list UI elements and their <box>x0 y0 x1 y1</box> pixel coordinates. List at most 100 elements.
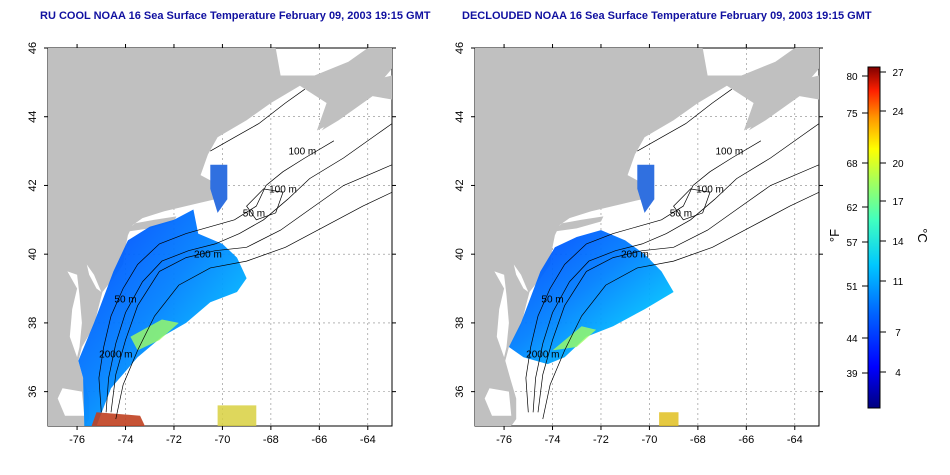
fahrenheit-tick-label: 68 <box>846 159 858 170</box>
depth-contour <box>98 140 335 413</box>
delaware-bay <box>86 264 102 292</box>
lat-tick-label: 42 <box>27 179 39 191</box>
celsius-tick-label: 11 <box>893 277 904 288</box>
long-island-land <box>552 216 604 232</box>
lon-tick-label: -66 <box>311 434 327 446</box>
lat-tick-label: 40 <box>454 248 466 260</box>
lat-tick-label: 46 <box>454 42 466 54</box>
lon-tick-label: -68 <box>263 434 279 446</box>
map-artwork: 100 m 100 m 50 m 200 m 50 m 2000 m <box>475 48 819 426</box>
fahrenheit-tick-label: 57 <box>846 238 858 249</box>
contour-label: 50 m <box>670 208 692 219</box>
contour-label: 200 m <box>194 250 222 261</box>
lon-tick-label: -72 <box>593 434 609 446</box>
contour-label: 100 m <box>696 184 724 195</box>
contour-label: 100 m <box>715 147 743 158</box>
delaware-bay <box>513 264 529 292</box>
land-mass <box>475 48 819 426</box>
gulf-stream-sst <box>91 412 145 426</box>
lat-tick-label: 36 <box>454 386 466 398</box>
celsius-tick-label: 20 <box>892 159 904 170</box>
cape-cod-bay-sst <box>210 164 228 213</box>
depth-contour <box>525 140 762 413</box>
contour-label: 100 m <box>288 147 316 158</box>
warm-water-patch <box>130 319 179 351</box>
sst-swath <box>508 230 674 365</box>
depth-contour <box>537 164 819 413</box>
celsius-tick-label: 14 <box>892 237 904 248</box>
fahrenheit-tick-label: 44 <box>846 334 858 345</box>
nova-scotia-land <box>321 75 392 131</box>
lat-tick-label: 38 <box>27 317 39 329</box>
colorbar-ticks: 80 75 68 62 57 51 44 39 27 24 20 17 14 11 7 4 <box>846 68 904 380</box>
colorbar-scale <box>867 66 881 409</box>
depth-contour <box>210 88 306 152</box>
contour-label: 50 m <box>243 208 265 219</box>
depth-contour <box>105 123 392 413</box>
contour-label: 200 m <box>621 250 649 261</box>
axis-ticks: -76 -74 -72 -70 -68 -66 -64 36 38 40 42 44 46 <box>27 42 396 446</box>
fahrenheit-tick-label: 62 <box>846 203 858 214</box>
depth-contour <box>110 164 392 413</box>
south-sst-patch <box>659 412 679 426</box>
celsius-tick-label: 7 <box>895 328 901 339</box>
contour-label: 50 m <box>114 294 136 305</box>
lon-tick-label: -76 <box>69 434 85 446</box>
georges-bank-contour <box>246 188 284 221</box>
map-artwork: 100 m 100 m 50 m 200 m 50 m 2000 m <box>48 48 392 426</box>
celsius-tick-label: 4 <box>895 368 901 379</box>
temperature-colorbar: 80 75 68 62 57 51 44 39 27 24 20 17 14 11 7 4 <box>846 66 904 409</box>
depth-contour <box>542 191 819 420</box>
contour-label: 50 m <box>541 294 563 305</box>
left-map-title: RU COOL NOAA 16 Sea Surface Temperature … <box>40 10 431 22</box>
lon-tick-label: -70 <box>214 434 230 446</box>
depth-contour <box>532 123 819 413</box>
long-island-land <box>125 216 177 232</box>
lon-tick-label: -76 <box>496 434 512 446</box>
contour-label: 2000 m <box>99 349 132 360</box>
pamlico-sound <box>57 388 85 416</box>
lon-tick-label: -68 <box>690 434 706 446</box>
right-map-panel: 100 m 100 m 50 m 200 m 50 m 2000 m -76 -74 -72 -… <box>454 42 823 446</box>
lon-tick-label: -64 <box>360 434 376 446</box>
celsius-tick-label: 17 <box>892 197 904 208</box>
fahrenheit-tick-label: 75 <box>846 109 858 120</box>
celsius-unit-label: °C <box>914 228 930 243</box>
fahrenheit-tick-label: 51 <box>846 282 858 293</box>
lat-tick-label: 44 <box>27 111 39 123</box>
pamlico-sound <box>484 388 512 416</box>
chesapeake-bay <box>67 271 82 358</box>
lat-tick-label: 36 <box>27 386 39 398</box>
sst-swath <box>78 209 247 426</box>
cape-cod-bay-sst <box>637 164 655 213</box>
lat-tick-label: 46 <box>27 42 39 54</box>
fahrenheit-unit-label: °F <box>827 228 843 243</box>
contour-label: 100 m <box>269 184 297 195</box>
contour-label: 2000 m <box>526 349 559 360</box>
georges-bank-contour <box>673 188 711 221</box>
lon-tick-label: -70 <box>641 434 657 446</box>
lon-tick-label: -74 <box>545 434 561 446</box>
right-map-title: DECLOUDED NOAA 16 Sea Surface Temperatur… <box>462 10 872 22</box>
depth-contour <box>637 88 733 152</box>
land-mass <box>48 48 392 426</box>
south-sst-patch <box>217 405 257 426</box>
fahrenheit-tick-label: 80 <box>846 72 858 83</box>
fahrenheit-tick-label: 39 <box>846 369 858 380</box>
lat-tick-label: 42 <box>454 179 466 191</box>
lon-tick-label: -66 <box>738 434 754 446</box>
celsius-tick-label: 27 <box>892 68 904 79</box>
warm-water-patch <box>552 326 597 351</box>
lon-tick-label: -74 <box>118 434 134 446</box>
lat-tick-label: 38 <box>454 317 466 329</box>
depth-contour <box>115 191 392 420</box>
lon-tick-label: -72 <box>166 434 182 446</box>
lat-tick-label: 40 <box>27 248 39 260</box>
lat-tick-label: 44 <box>454 111 466 123</box>
chesapeake-bay <box>494 271 509 358</box>
lon-tick-label: -64 <box>787 434 803 446</box>
nova-scotia-land <box>748 75 819 131</box>
celsius-tick-label: 24 <box>892 107 904 118</box>
